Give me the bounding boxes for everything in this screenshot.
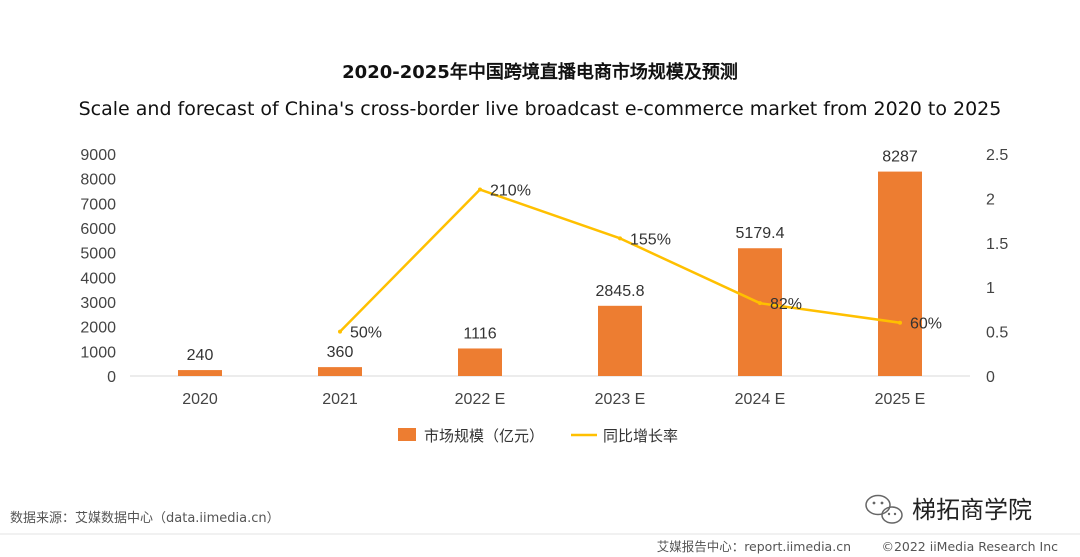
y-left-tick-label: 5000 bbox=[80, 246, 116, 263]
bar-series bbox=[178, 171, 922, 376]
source-note: 数据来源：艾媒数据中心（data.iimedia.cn） bbox=[10, 511, 280, 526]
y-left-tick-label: 3000 bbox=[80, 295, 116, 312]
x-tick-label: 2022 E bbox=[455, 391, 506, 408]
y-left-tick-label: 6000 bbox=[80, 221, 116, 238]
line-data-labels: 50% 210% 155% 82% 60% bbox=[350, 183, 942, 342]
legend-line-label: 同比增长率 bbox=[603, 427, 678, 445]
growth-rate-point bbox=[898, 320, 902, 325]
bar-value-label: 1116 bbox=[463, 325, 496, 342]
growth-rate-point bbox=[338, 329, 342, 334]
y-right-tick-label: 1 bbox=[986, 280, 995, 297]
x-tick-label: 2020 bbox=[182, 391, 218, 408]
growth-rate-label: 82% bbox=[770, 296, 802, 313]
growth-rate-label: 210% bbox=[490, 183, 531, 200]
chart-subtitle: Scale and forecast of China's cross-bord… bbox=[79, 98, 1002, 120]
legend: 市场规模（亿元） 同比增长率 bbox=[398, 427, 678, 445]
watermark-text: 梯拓商学院 bbox=[912, 496, 1032, 524]
y-right-tick-label: 0.5 bbox=[986, 325, 1008, 342]
x-tick-label: 2021 bbox=[322, 391, 358, 408]
report-center: 艾媒报告中心：report.iimedia.cn bbox=[657, 539, 851, 554]
y-left-tick-label: 2000 bbox=[80, 320, 116, 337]
bar bbox=[458, 348, 502, 376]
copyright: ©2022 iiMedia Research Inc bbox=[881, 539, 1058, 554]
y-left-tick-label: 0 bbox=[107, 369, 116, 386]
bar-value-label: 240 bbox=[187, 347, 214, 364]
bar-value-label: 8287 bbox=[882, 149, 918, 166]
growth-rate-label: 50% bbox=[350, 325, 382, 342]
bar-value-label: 5179.4 bbox=[736, 225, 785, 242]
x-tick-label: 2024 E bbox=[735, 391, 786, 408]
watermark: 梯拓商学院 bbox=[865, 494, 1032, 524]
bar bbox=[878, 171, 922, 376]
x-tick-label: 2023 E bbox=[595, 391, 646, 408]
y-left-tick-label: 9000 bbox=[80, 147, 116, 164]
line-series bbox=[338, 187, 902, 334]
chart-title: 2020-2025年中国跨境直播电商市场规模及预测 bbox=[342, 61, 738, 83]
bar bbox=[318, 367, 362, 376]
y-right-tick-label: 1.5 bbox=[986, 236, 1008, 253]
y-right-tick-label: 0 bbox=[986, 369, 995, 386]
bar-value-label: 360 bbox=[327, 344, 354, 361]
x-tick-label: 2025 E bbox=[875, 391, 926, 408]
growth-rate-label: 155% bbox=[630, 231, 671, 248]
growth-rate-point bbox=[758, 301, 762, 306]
y-right-tick-label: 2 bbox=[986, 191, 995, 208]
bar-value-label: 2845.8 bbox=[596, 283, 645, 300]
legend-bar-label: 市场规模（亿元） bbox=[424, 427, 544, 445]
growth-rate-point bbox=[478, 187, 482, 192]
legend-bar-swatch bbox=[398, 428, 416, 441]
y-left-tick-label: 4000 bbox=[80, 270, 116, 287]
bar-data-labels: 240 360 1116 2845.8 5179.4 8287 bbox=[187, 149, 918, 364]
y-left-tick-label: 8000 bbox=[80, 172, 116, 189]
y-axis-right: 0 0.5 1 1.5 2 2.5 bbox=[986, 147, 1008, 386]
growth-rate-label: 60% bbox=[910, 316, 942, 333]
wechat-icon bbox=[865, 494, 903, 524]
bar bbox=[598, 305, 642, 376]
y-left-tick-label: 1000 bbox=[80, 344, 116, 361]
y-right-tick-label: 2.5 bbox=[986, 147, 1008, 164]
y-left-tick-label: 7000 bbox=[80, 196, 116, 213]
bar bbox=[738, 248, 782, 376]
x-axis: 2020 2021 2022 E 2023 E 2024 E 2025 E bbox=[182, 391, 925, 408]
bar bbox=[178, 370, 222, 376]
y-axis-left: 0 1000 2000 3000 4000 5000 6000 7000 8000 9000 bbox=[80, 147, 116, 386]
growth-rate-point bbox=[618, 236, 622, 241]
